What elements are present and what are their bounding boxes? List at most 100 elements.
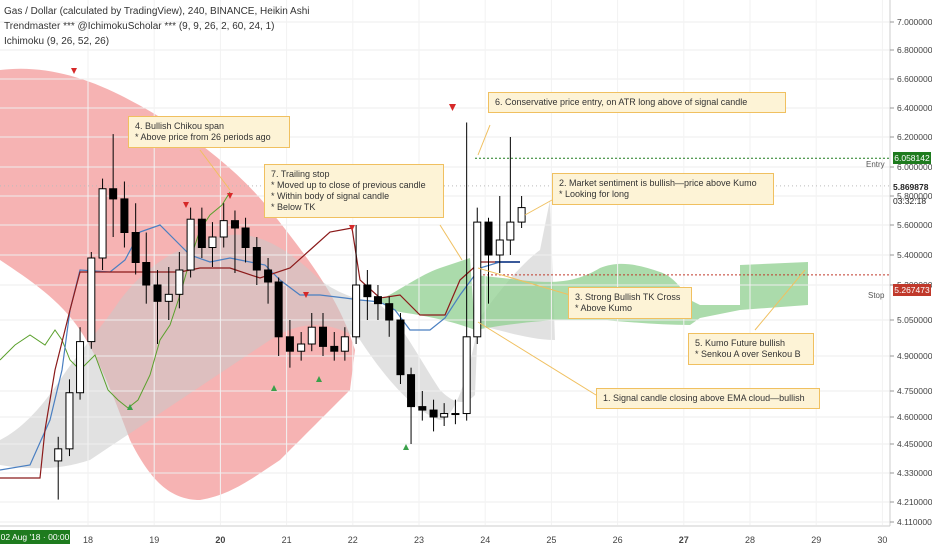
bear-candle [197, 218, 206, 248]
bear-candle [418, 406, 427, 411]
chikou-span-line [0, 191, 231, 409]
entry-line-label: Entry [866, 160, 885, 169]
bear-candle [385, 303, 394, 321]
annotation-note-3: 3. Strong Bullish TK Cross * Above Kumo [568, 287, 692, 319]
price-tick-label: 6.800000 [897, 45, 932, 55]
bear-candle [131, 232, 140, 263]
bull-candle [76, 341, 85, 394]
bull-candle [65, 392, 74, 450]
sell-signal-marker [449, 104, 456, 111]
kumo-bull-cloud [380, 258, 475, 330]
candles-layer [54, 122, 526, 500]
price-tick-label: 4.210000 [897, 497, 932, 507]
bear-candle [264, 269, 273, 283]
time-tick-label: 26 [613, 535, 623, 545]
leader-note-6 [477, 124, 491, 156]
indicator-trendmaster-label: Trendmaster *** @IchimokuScholar *** (9,… [4, 21, 275, 32]
bear-candle [252, 247, 261, 271]
bull-candle [87, 257, 96, 343]
sell-signal-marker [349, 225, 355, 231]
annotation-note-4: 4. Bullish Chikou span * Above price fro… [128, 116, 290, 148]
bear-candle [363, 284, 372, 298]
bear-candle [153, 284, 162, 302]
price-tick-label: 7.000000 [897, 17, 932, 27]
bull-candle [208, 236, 217, 248]
buy-signal-marker [271, 385, 277, 391]
bull-candle [451, 413, 460, 416]
price-tick-label: 5.050000 [897, 315, 932, 325]
price-tick-label: 5.800000 [897, 191, 932, 201]
time-tick-label: 20 [215, 535, 225, 545]
bull-candle [495, 239, 504, 256]
annotation-note-6: 6. Conservative price entry, on ATR long… [488, 92, 786, 113]
chart-title: Gas / Dollar (calculated by TradingView)… [4, 6, 310, 17]
time-tick-label: 29 [811, 535, 821, 545]
leader-note-2 [524, 199, 553, 216]
bull-candle [175, 269, 184, 295]
time-tick-label: 23 [414, 535, 424, 545]
bull-candle [473, 221, 482, 338]
buy-signal-marker [316, 376, 322, 382]
bull-candle [462, 336, 471, 415]
bull-candle [164, 293, 173, 302]
time-tick-label: 18 [83, 535, 93, 545]
bear-candle [285, 336, 294, 352]
levels-layer [0, 157, 890, 276]
time-tick-label: 25 [546, 535, 556, 545]
leader-note-3 [477, 267, 571, 296]
bull-candle [340, 336, 349, 352]
price-tick-label: 5.400000 [897, 250, 932, 260]
price-tick-label: 4.750000 [897, 386, 932, 396]
entry-price-tag: 6.058142 [893, 152, 931, 164]
bear-candle [319, 326, 328, 347]
bull-candle [506, 221, 515, 241]
bull-candle [297, 343, 306, 352]
time-tick-label: 22 [348, 535, 358, 545]
bear-candle [330, 345, 339, 352]
price-tick-label: 4.450000 [897, 439, 932, 449]
bear-candle [241, 227, 250, 248]
leader-note-1 [477, 321, 597, 396]
cloud-layer [0, 68, 808, 500]
leader-note-5 [754, 269, 806, 331]
signal-markers [71, 68, 456, 450]
annotation-note-5: 5. Kumo Future bullish * Senkou A over S… [688, 333, 814, 365]
price-tick-label: 6.600000 [897, 74, 932, 84]
leader-note-4 [199, 149, 231, 191]
bull-candle [440, 413, 449, 418]
bull-candle [54, 448, 63, 462]
annotation-leaders [199, 124, 806, 396]
bear-candle [120, 198, 129, 233]
price-tick-label: 4.900000 [897, 351, 932, 361]
bear-candle [230, 220, 239, 229]
bear-candle [373, 296, 382, 305]
bull-candle [186, 218, 195, 271]
price-tick-label: 5.600000 [897, 220, 932, 230]
sell-signal-marker [303, 292, 309, 298]
time-tick-label: 28 [745, 535, 755, 545]
price-tick-label: 4.110000 [897, 517, 932, 527]
sell-signal-marker [227, 193, 233, 199]
time-tick-label: 21 [282, 535, 292, 545]
time-tick-label: 27 [679, 535, 689, 545]
time-tick-label: 24 [480, 535, 490, 545]
bull-candle [307, 326, 316, 345]
bull-candle [517, 207, 526, 223]
bear-candle [407, 374, 416, 408]
time-tick-label: 30 [877, 535, 887, 545]
buy-signal-marker [403, 444, 409, 450]
time-tick-label: 19 [149, 535, 159, 545]
bull-candle [98, 188, 107, 259]
annotation-note-7: 7. Trailing stop * Moved up to close of … [264, 164, 444, 218]
price-tick-label: 6.200000 [897, 132, 932, 142]
bear-candle [274, 281, 283, 338]
cursor-date-tag: 02 Aug '18 · 00:00 [0, 530, 70, 544]
annotation-note-2: 2. Market sentiment is bullish—price abo… [552, 173, 774, 205]
bull-candle [352, 284, 361, 338]
bar-countdown-label: 03:32:18 [893, 196, 927, 206]
price-tick-label: 4.330000 [897, 468, 932, 478]
bear-candle [142, 262, 151, 286]
